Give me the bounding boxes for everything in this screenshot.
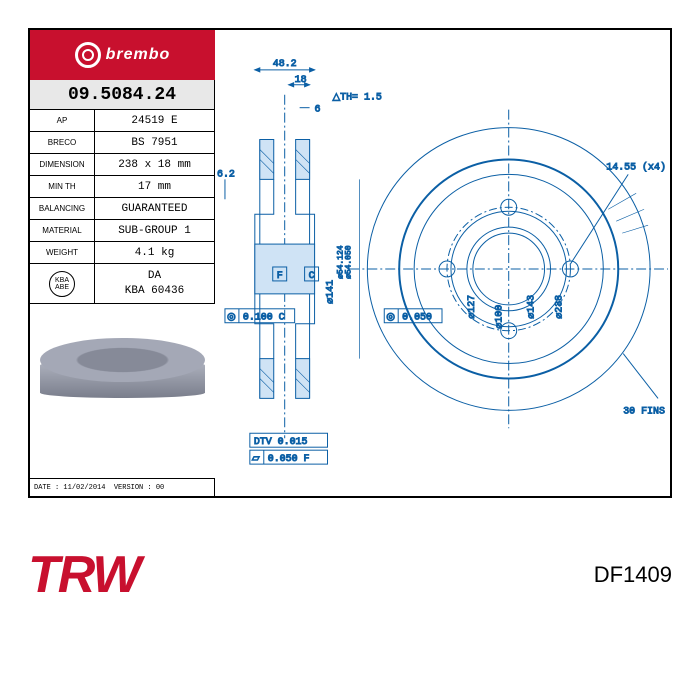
dim-depth: 6.2: [217, 168, 235, 179]
spec-row-kba: KBA ABE DA KBA 60436: [30, 264, 214, 304]
svg-text:⌀141: ⌀141: [324, 280, 335, 304]
disc-photo: [40, 330, 205, 435]
brembo-logo-bar: brembo: [30, 30, 215, 80]
spec-row-minth: MIN TH 17 mm: [30, 176, 214, 198]
svg-text:▱: ▱: [252, 453, 260, 464]
spec-value: DA KBA 60436: [95, 264, 214, 303]
part-number: 09.5084.24: [30, 80, 215, 110]
kba-badge-top: KBA: [55, 277, 69, 284]
trw-logo: TRW: [28, 545, 139, 605]
kba-line1: DA: [148, 269, 161, 283]
brembo-logo: brembo: [75, 42, 171, 68]
sheet-footer: DATE : 11/02/2014 VERSION : 00: [30, 478, 215, 496]
svg-text:◎: ◎: [386, 312, 395, 323]
footer-version: 00: [156, 484, 164, 492]
dim-chamfer: 6: [315, 104, 321, 115]
spec-label: MATERIAL: [30, 220, 95, 241]
brembo-gear-icon: [75, 42, 101, 68]
spec-value: SUB-GROUP 1: [95, 220, 214, 241]
spec-label: MIN TH: [30, 176, 95, 197]
footer-version-label: VERSION :: [114, 484, 152, 492]
kba-badge-bottom: ABE: [55, 284, 69, 291]
spec-label: BRECO: [30, 132, 95, 153]
dim-plate: 18: [295, 74, 307, 85]
spec-row-ap: AP 24519 E: [30, 110, 214, 132]
spec-label: WEIGHT: [30, 242, 95, 263]
kba-line2: KBA 60436: [125, 284, 184, 298]
brembo-wordmark: brembo: [106, 46, 171, 64]
spec-table: AP 24519 E BRECO BS 7951 DIMENSION 238 x…: [30, 110, 215, 304]
footer-date-label: DATE :: [34, 484, 59, 492]
part-code: DF1409: [594, 562, 672, 588]
spec-value: 17 mm: [95, 176, 214, 197]
front-view: 14.55 (x4) 30 FINS: [349, 110, 668, 429]
dim-overall: 48.2: [273, 58, 297, 69]
drawing-sheet: brembo 09.5084.24 AP 24519 E BRECO BS 79…: [28, 28, 672, 498]
footer-date: 11/02/2014: [63, 484, 105, 492]
spec-value: BS 7951: [95, 132, 214, 153]
technical-drawing: 48.2 18 6 △TH= 1.5 6.2: [215, 30, 670, 496]
spec-label: KBA ABE: [30, 264, 95, 303]
svg-text:◎: ◎: [227, 312, 236, 323]
spec-value: GUARANTEED: [95, 198, 214, 219]
spec-row-weight: WEIGHT 4.1 kg: [30, 242, 214, 264]
bottom-bar: TRW DF1409: [28, 545, 672, 605]
spec-value: 24519 E: [95, 110, 214, 131]
spec-label: BALANCING: [30, 198, 95, 219]
spec-label: AP: [30, 110, 95, 131]
spec-row-dimension: DIMENSION 238 x 18 mm: [30, 154, 214, 176]
svg-text:DTV 0.015: DTV 0.015: [254, 436, 308, 447]
svg-text:F: F: [277, 270, 283, 281]
dim-th: △TH= 1.5: [332, 92, 381, 103]
spec-row-balancing: BALANCING GUARANTEED: [30, 198, 214, 220]
svg-text:⌀54.050: ⌀54.050: [344, 245, 353, 279]
spec-label: DIMENSION: [30, 154, 95, 175]
svg-text:⌀127: ⌀127: [466, 295, 477, 319]
spec-row-material: MATERIAL SUB-GROUP 1: [30, 220, 214, 242]
kba-badge-icon: KBA ABE: [49, 271, 75, 297]
svg-text:C: C: [309, 270, 315, 281]
svg-text:⌀100: ⌀100: [494, 305, 505, 329]
svg-text:0.050 F: 0.050 F: [268, 453, 310, 464]
svg-text:0.050: 0.050: [402, 312, 432, 323]
svg-text:⌀143: ⌀143: [526, 295, 537, 319]
svg-text:⌀238: ⌀238: [553, 295, 564, 319]
dim-bolt: 14.55 (x4): [606, 161, 666, 172]
spec-value: 238 x 18 mm: [95, 154, 214, 175]
svg-text:0.100 C: 0.100 C: [243, 312, 285, 323]
spec-value: 4.1 kg: [95, 242, 214, 263]
dim-fins: 30 FINS: [623, 405, 665, 416]
spec-row-breco: BRECO BS 7951: [30, 132, 214, 154]
